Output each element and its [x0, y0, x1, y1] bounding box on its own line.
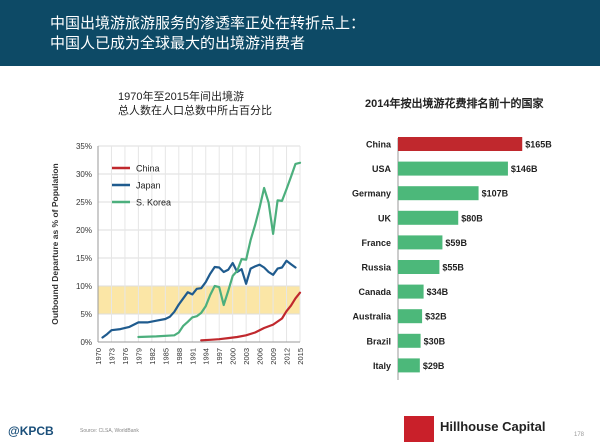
- x-tick-label: 2015: [296, 348, 305, 365]
- bar: [398, 235, 443, 250]
- bar-value-label: $34B: [427, 287, 449, 297]
- y-tick-label: 35%: [76, 142, 92, 151]
- x-tick-label: 2000: [229, 348, 238, 365]
- x-tick-label: 1970: [94, 348, 103, 365]
- bar: [398, 161, 508, 176]
- bar-category-label: Australia: [352, 312, 392, 322]
- bar-category-label: China: [366, 140, 392, 150]
- header-title-line2: 中国人已成为全球最大的出境游消费者: [50, 35, 306, 52]
- legend-label: S. Korea: [136, 198, 171, 208]
- highlight-band: [98, 286, 300, 314]
- bar-value-label: $32B: [425, 312, 447, 322]
- bar-category-label: Brazil: [366, 336, 391, 346]
- bar-value-label: $29B: [423, 361, 445, 371]
- bar-category-label: Canada: [358, 287, 392, 297]
- kpcb-logo: @KPCB: [8, 424, 54, 438]
- x-tick-label: 2012: [283, 348, 292, 365]
- bar-value-label: $55B: [442, 263, 464, 273]
- bar-value-label: $80B: [461, 213, 483, 223]
- x-tick-label: 1973: [107, 348, 116, 365]
- series-line-china: [200, 291, 302, 342]
- y-tick-label: 0%: [80, 338, 92, 347]
- bar: [398, 137, 523, 151]
- x-tick-label: 1979: [134, 348, 143, 365]
- source-note: Source: CLSA, WorldBank: [80, 428, 139, 434]
- y-tick-label: 25%: [76, 198, 92, 207]
- bar-value-label: $107B: [482, 189, 509, 199]
- bar: [398, 309, 423, 324]
- x-tick-label: 2006: [256, 348, 265, 365]
- bar-category-label: Russia: [361, 263, 392, 273]
- y-tick-label: 5%: [80, 310, 92, 319]
- bar: [398, 260, 440, 274]
- bar-category-label: Italy: [373, 361, 391, 371]
- bar-value-label: $59B: [445, 238, 467, 248]
- x-tick-label: 2003: [242, 348, 251, 365]
- y-tick-label: 30%: [76, 170, 92, 179]
- line-chart: 0% 5% 10% 15% 20% 25% 30% 35% 1970 1973 1976 1979 19…: [50, 142, 305, 365]
- bar: [398, 210, 459, 225]
- bar: [398, 284, 424, 299]
- header-title-line1: 中国出境游旅游服务的渗透率正处在转折点上：: [50, 15, 366, 32]
- y-axis-label: Outbound Departure as % of Population: [50, 163, 60, 325]
- right-chart-title: 2014年按出境游花费排名前十的国家: [365, 98, 544, 110]
- y-tick-label: 20%: [76, 226, 92, 235]
- bar-category-label: USA: [372, 164, 392, 174]
- bar-value-label: $165B: [525, 140, 552, 150]
- bar-category-label: Germany: [352, 189, 391, 199]
- hillhouse-logo-mark: [404, 416, 434, 442]
- y-tick-label: 15%: [76, 254, 92, 263]
- x-tick-label: 1988: [175, 348, 184, 365]
- page-number: 178: [574, 432, 585, 438]
- x-tick-label: 1991: [188, 348, 197, 365]
- x-tick-label: 1976: [121, 348, 130, 365]
- bar-chart: China $165B USA $146B Germany $107B UK $80B Fran…: [352, 137, 552, 380]
- series-line-s-korea: [137, 161, 302, 339]
- x-tick-label: 1985: [161, 348, 170, 365]
- bar: [398, 333, 421, 348]
- hillhouse-brand: Hillhouse Capital: [440, 419, 546, 434]
- x-tick-label: 2009: [269, 348, 278, 365]
- bar-category-label: France: [361, 238, 391, 248]
- left-chart-title-line1: 1970年至2015年间出境游: [118, 91, 244, 103]
- bar: [398, 186, 479, 201]
- left-chart-title-line2: 总人数在人口总数中所占百分比: [118, 105, 272, 117]
- x-tick-label: 1982: [148, 348, 157, 365]
- bar-value-label: $30B: [424, 336, 446, 346]
- x-tick-label: 1994: [202, 348, 211, 365]
- bar-value-label: $146B: [511, 164, 538, 174]
- legend-label: Japan: [136, 181, 161, 191]
- legend-label: China: [136, 164, 160, 174]
- bar: [398, 358, 420, 373]
- series-line-japan: [101, 259, 297, 339]
- y-tick-label: 10%: [76, 282, 92, 291]
- header-banner: 中国出境游旅游服务的渗透率正处在转折点上： 中国人已成为全球最大的出境游消费者: [0, 0, 600, 66]
- x-tick-label: 1997: [215, 348, 224, 365]
- bar-category-label: UK: [378, 213, 391, 223]
